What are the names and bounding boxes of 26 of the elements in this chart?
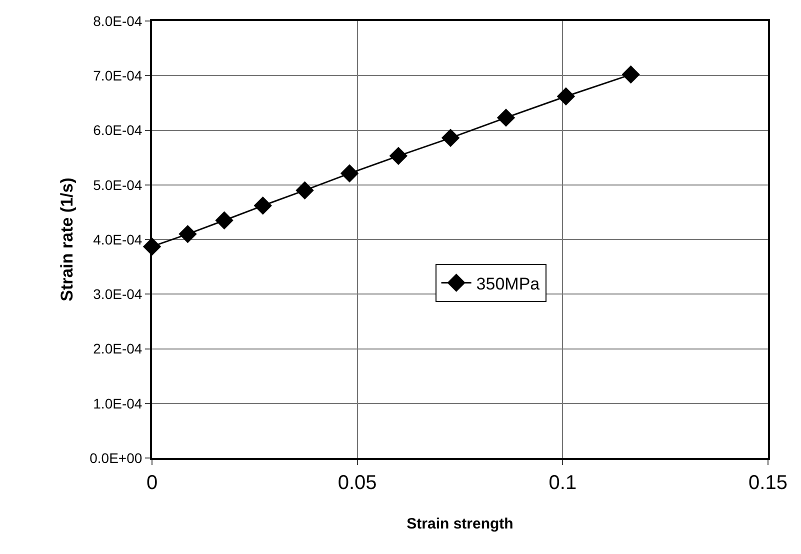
y-tick-label: 4.0E-04 [93,231,142,248]
y-tick-label: 6.0E-04 [93,122,142,138]
legend-label: 350MPa [476,274,540,294]
point [254,196,272,215]
point [496,108,516,127]
y-tick-label: 7.0E-04 [93,68,142,84]
point [622,65,640,84]
y-tick-label: 2.0E-04 [93,340,142,357]
x-axis-title: Strain strength [406,516,514,532]
point [556,87,576,106]
x-tick-label: 0.1 [548,472,577,494]
point [389,146,408,166]
point [296,181,314,200]
y-tick-label: 8.0E-04 [93,12,142,29]
point [178,224,197,244]
y-tick-label: 3.0E-04 [93,286,142,302]
y-tick-label: 5.0E-04 [93,176,142,193]
y-axis-title: Strain rate (1/s) [58,178,77,302]
x-tick-label: 0 [146,472,158,494]
x-tick-label: 0.05 [338,472,377,494]
y-tick-label: 1.0E-04 [93,395,142,412]
x-tick-label: 0.15 [748,472,788,494]
point [340,164,359,182]
point [441,128,460,147]
point [215,211,234,230]
y-tick-label: 0.0E+00 [90,450,142,466]
